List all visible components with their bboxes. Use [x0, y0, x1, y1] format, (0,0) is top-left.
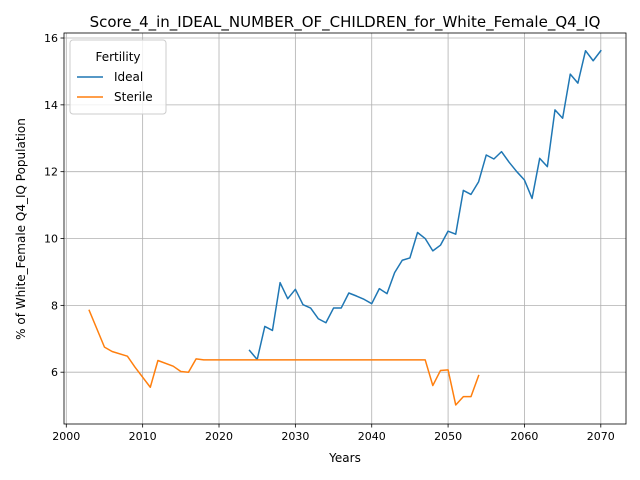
series-lines	[88, 49, 602, 406]
x-tick-label: 2030	[281, 430, 309, 443]
y-tick-label: 16	[44, 32, 58, 45]
x-axis-ticks: 2000 2010 2020 2030 2040 2050 2060 2070	[52, 424, 615, 443]
y-tick-label: 14	[44, 99, 58, 112]
y-tick-label: 8	[51, 299, 58, 312]
y-tick-label: 6	[51, 366, 58, 379]
x-tick-label: 2050	[434, 430, 462, 443]
x-tick-label: 2010	[129, 430, 157, 443]
x-tick-label: 2060	[510, 430, 538, 443]
x-tick-label: 2070	[587, 430, 615, 443]
legend-title: Fertility	[95, 50, 140, 64]
legend-label-sterile: Sterile	[114, 90, 153, 104]
chart-title: Score_4_in_IDEAL_NUMBER_OF_CHILDREN_for_…	[90, 13, 601, 32]
x-axis-label: Years	[328, 451, 361, 465]
y-axis-label: % of White_Female Q4_IQ Population	[14, 118, 28, 340]
y-tick-label: 12	[44, 166, 58, 179]
legend: Fertility Ideal Sterile	[69, 39, 167, 115]
x-tick-label: 2040	[358, 430, 386, 443]
series-line-sterile	[88, 309, 480, 406]
x-tick-label: 2020	[205, 430, 233, 443]
series-line-ideal	[248, 49, 602, 361]
y-tick-label: 10	[44, 233, 58, 246]
grid	[64, 33, 626, 424]
x-tick-label: 2000	[52, 430, 80, 443]
legend-box	[69, 39, 167, 115]
y-axis-ticks: 6 8 10 12 14 16	[44, 32, 64, 379]
legend-label-ideal: Ideal	[114, 70, 143, 84]
plot-area-frame	[63, 32, 627, 425]
